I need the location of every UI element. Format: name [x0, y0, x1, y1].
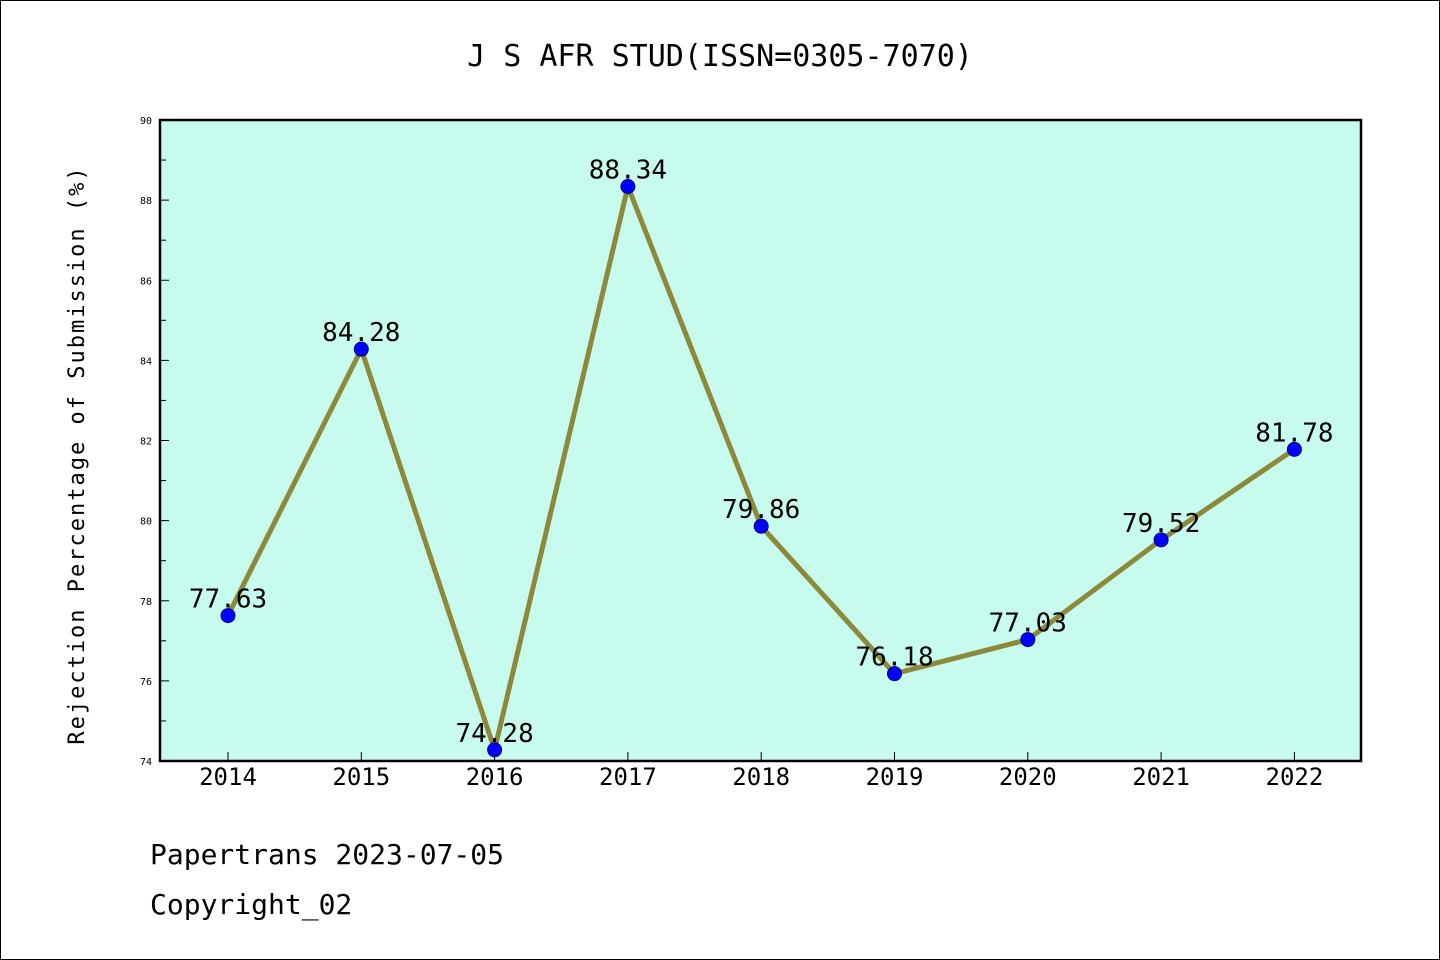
y-tick-label: 86: [140, 276, 152, 287]
data-point: [220, 608, 236, 624]
data-label: 77.03: [989, 609, 1067, 639]
x-tick-label: 2018: [732, 763, 790, 791]
footer-copyright: Copyright_02: [150, 888, 352, 922]
data-point: [620, 179, 636, 195]
data-label: 81.78: [1255, 418, 1333, 448]
plot-border: [158, 118, 1363, 763]
data-label: 88.34: [589, 156, 667, 186]
data-point: [1286, 441, 1302, 457]
y-tick-label: 88: [140, 196, 152, 207]
x-axis: 2014 2015 2016 2017 2018 2019 2020 2021 2022: [199, 752, 1323, 791]
footer-date: Papertrans 2023-07-05: [150, 838, 504, 871]
plot-area: [160, 120, 1361, 761]
data-labels: 77.63 84.28 74.28 88.34 79.86 76.18 77.03 79.52…: [189, 156, 1334, 749]
data-markers: [220, 179, 1302, 758]
data-point: [1153, 532, 1169, 548]
data-label: 79.86: [722, 495, 800, 525]
chart-title: J S AFR STUD(ISSN=0305-7070): [467, 39, 973, 74]
x-tick-label: 2020: [999, 763, 1057, 791]
data-point: [753, 518, 769, 534]
x-tick-label: 2022: [1266, 763, 1324, 791]
x-tick-label: 2017: [599, 763, 657, 791]
data-point: [353, 341, 369, 357]
data-point: [487, 742, 503, 758]
data-point: [887, 666, 902, 682]
y-axis-label: Rejection Percentage of Submission (%): [65, 165, 90, 744]
data-label: 74.28: [455, 719, 533, 749]
x-tick-label: 2021: [1132, 763, 1190, 791]
data-label: 76.18: [855, 643, 933, 673]
y-tick-label: 76: [140, 677, 152, 688]
x-tick-label: 2016: [466, 763, 524, 791]
y-tick-label: 74: [140, 757, 152, 768]
data-point: [1020, 632, 1036, 648]
x-tick-label: 2019: [866, 763, 924, 791]
y-tick-label: 82: [140, 437, 152, 448]
data-label: 77.63: [189, 585, 267, 615]
data-label: 79.52: [1122, 509, 1200, 539]
y-tick-label: 90: [140, 116, 152, 127]
data-label: 84.28: [322, 318, 400, 348]
x-tick-label: 2015: [332, 763, 390, 791]
y-tick-label: 78: [140, 597, 152, 608]
y-tick-label: 80: [140, 517, 152, 528]
y-tick-label: 84: [140, 356, 152, 367]
x-tick-label: 2014: [199, 763, 257, 791]
